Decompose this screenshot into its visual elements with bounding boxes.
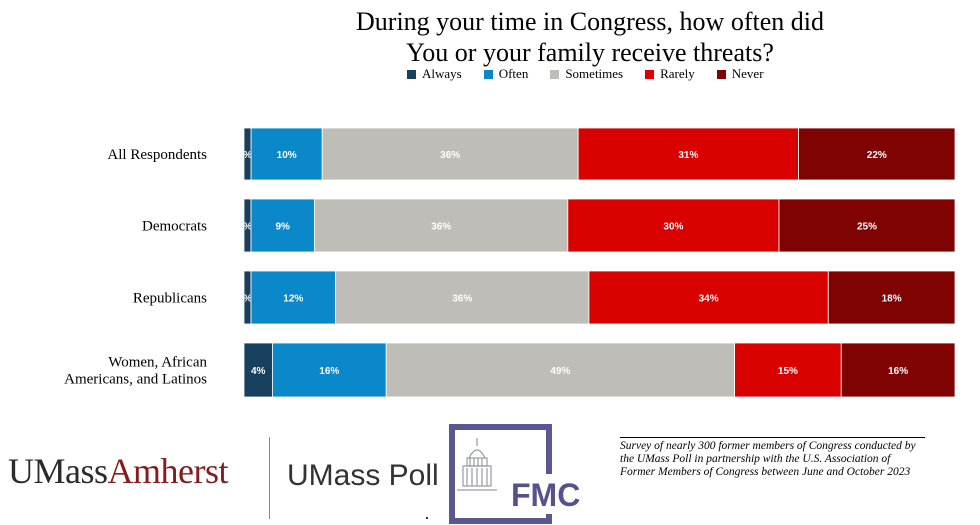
data-label: 25% <box>857 222 877 233</box>
data-label: 15% <box>778 366 798 377</box>
legend-swatch <box>645 69 655 79</box>
chart-title-line-1: During your time in Congress, how often … <box>356 7 824 36</box>
data-label: 36% <box>452 294 472 305</box>
legend-item-rarely: Rarely <box>645 66 695 82</box>
bar-segment-never <box>827 270 956 325</box>
legend-label: Rarely <box>660 66 695 81</box>
chart-legend: Always Often Sometimes Rarely Never <box>407 66 786 82</box>
legend-item-sometimes: Sometimes <box>550 66 623 82</box>
bar-segment-always <box>243 342 273 398</box>
capitol-dome-icon <box>457 438 497 491</box>
category-label: All Respondents <box>107 147 207 163</box>
category-label: Women, African <box>108 355 207 371</box>
bar-segment-rarely <box>567 198 780 253</box>
data-label: % <box>243 222 252 233</box>
legend-item-always: Always <box>407 66 462 82</box>
umass-amherst-logo: UMassAmherst <box>8 450 229 492</box>
data-label: 16% <box>319 366 339 377</box>
legend-label: Never <box>731 66 764 81</box>
bar-segment-never <box>840 342 956 398</box>
amherst-logo-text: Amherst <box>107 451 229 491</box>
category-label: Republicans <box>133 291 207 307</box>
fmc-logo: FMC <box>449 424 597 524</box>
umass-logo-text: UMass <box>8 451 108 491</box>
legend-item-never: Never <box>716 66 764 82</box>
data-label: % <box>243 294 252 305</box>
data-label: 12% <box>283 294 303 305</box>
bar-segment-never <box>798 127 956 181</box>
bar-segment-sometimes <box>313 198 569 253</box>
data-label: 34% <box>699 294 719 305</box>
fmc-text: FMC <box>511 477 580 513</box>
bar-segment-rarely <box>734 342 842 398</box>
data-label: % <box>243 150 252 161</box>
bar-segment-often <box>272 342 387 398</box>
data-label: 31% <box>678 150 698 161</box>
data-label: 22% <box>867 150 887 161</box>
legend-swatch <box>716 69 726 79</box>
bar-segment-rarely <box>588 270 829 325</box>
legend-swatch <box>407 69 416 79</box>
data-label: 36% <box>431 222 451 233</box>
legend-label: Sometimes <box>565 66 624 81</box>
data-label: 30% <box>663 222 683 233</box>
data-label: 49% <box>550 366 570 377</box>
small-dot <box>426 517 428 519</box>
category-label: Democrats <box>142 219 207 235</box>
chart-title-line-2: You or your family receive threats? <box>406 38 774 67</box>
data-label: 4% <box>251 366 266 377</box>
bar-segment-rarely <box>577 127 799 181</box>
legend-swatch <box>550 69 560 79</box>
legend-item-often: Often <box>483 66 529 82</box>
bar-segment-sometimes <box>321 127 579 181</box>
data-label: 16% <box>888 366 908 377</box>
legend-swatch <box>483 69 493 79</box>
logo-divider <box>269 437 270 519</box>
category-label: Americans, and Latinos <box>64 372 207 388</box>
data-label: 9% <box>275 222 290 233</box>
legend-label: Always <box>422 66 462 81</box>
bar-segment-often <box>250 127 323 181</box>
bar-segment-never <box>778 198 956 253</box>
legend-label: Often <box>498 66 529 81</box>
bar-segment-sometimes <box>385 342 735 398</box>
stacked-bar-chart: % 10% 36% 31% 22% All Respondents% 9% 36% 30% 25%… <box>64 127 956 398</box>
data-label: 10% <box>277 150 297 161</box>
chart-title: During your time in Congress, how often … <box>240 6 940 68</box>
bar-segment-sometimes <box>335 270 590 325</box>
survey-note: Survey of nearly 300 former members of C… <box>620 437 925 479</box>
umass-poll-logo: UMass Poll <box>287 459 439 492</box>
data-label: 18% <box>882 294 902 305</box>
data-label: 36% <box>440 150 460 161</box>
